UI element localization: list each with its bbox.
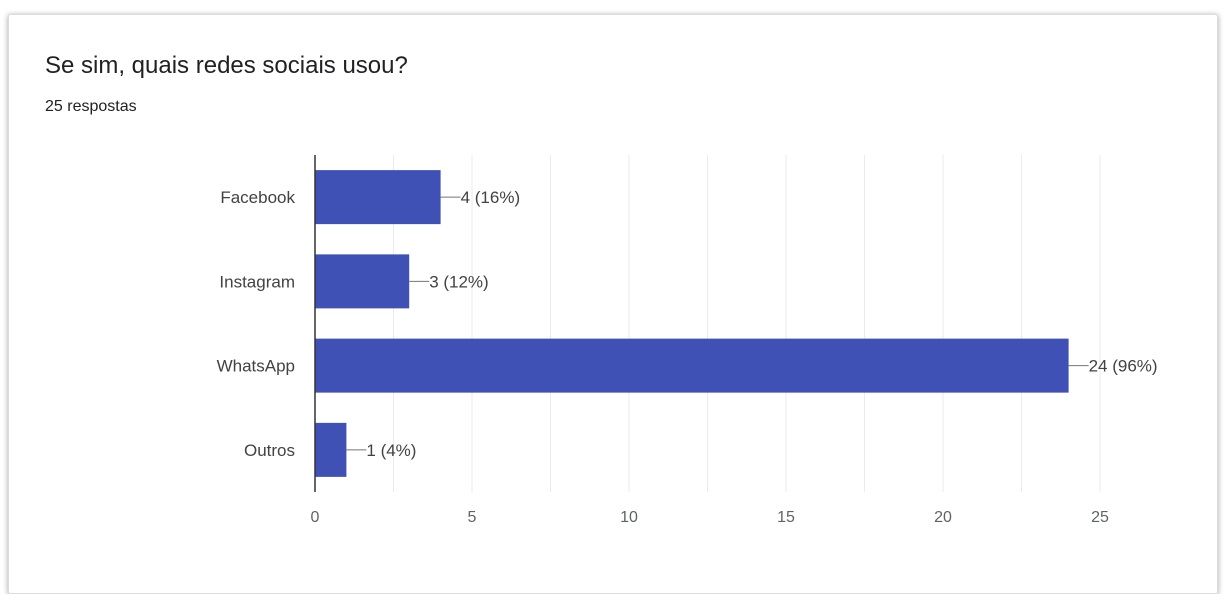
bar-instagram (315, 254, 410, 309)
bar-whatsapp (315, 338, 1069, 393)
x-tick-label: 5 (468, 509, 477, 526)
data-label: 3 (12%) (429, 272, 489, 291)
category-label: Outros (244, 441, 295, 460)
data-label: 24 (96%) (1089, 357, 1158, 376)
x-tick-label: 15 (777, 509, 795, 526)
x-tick-label: 10 (620, 509, 638, 526)
x-tick-label: 20 (934, 509, 952, 526)
x-tick-label: 0 (311, 509, 320, 526)
category-label: Instagram (219, 272, 295, 291)
chart-title: Se sim, quais redes sociais usou? (45, 52, 408, 79)
data-label: 4 (16%) (461, 188, 521, 207)
chart-card (8, 14, 1218, 594)
bar-facebook (315, 170, 441, 225)
data-label: 1 (4%) (366, 441, 416, 460)
response-count: 25 respostas (45, 98, 137, 115)
category-label: Facebook (220, 188, 295, 207)
x-tick-label: 25 (1091, 509, 1109, 526)
category-label: WhatsApp (217, 357, 295, 376)
bar-outros (315, 422, 347, 477)
